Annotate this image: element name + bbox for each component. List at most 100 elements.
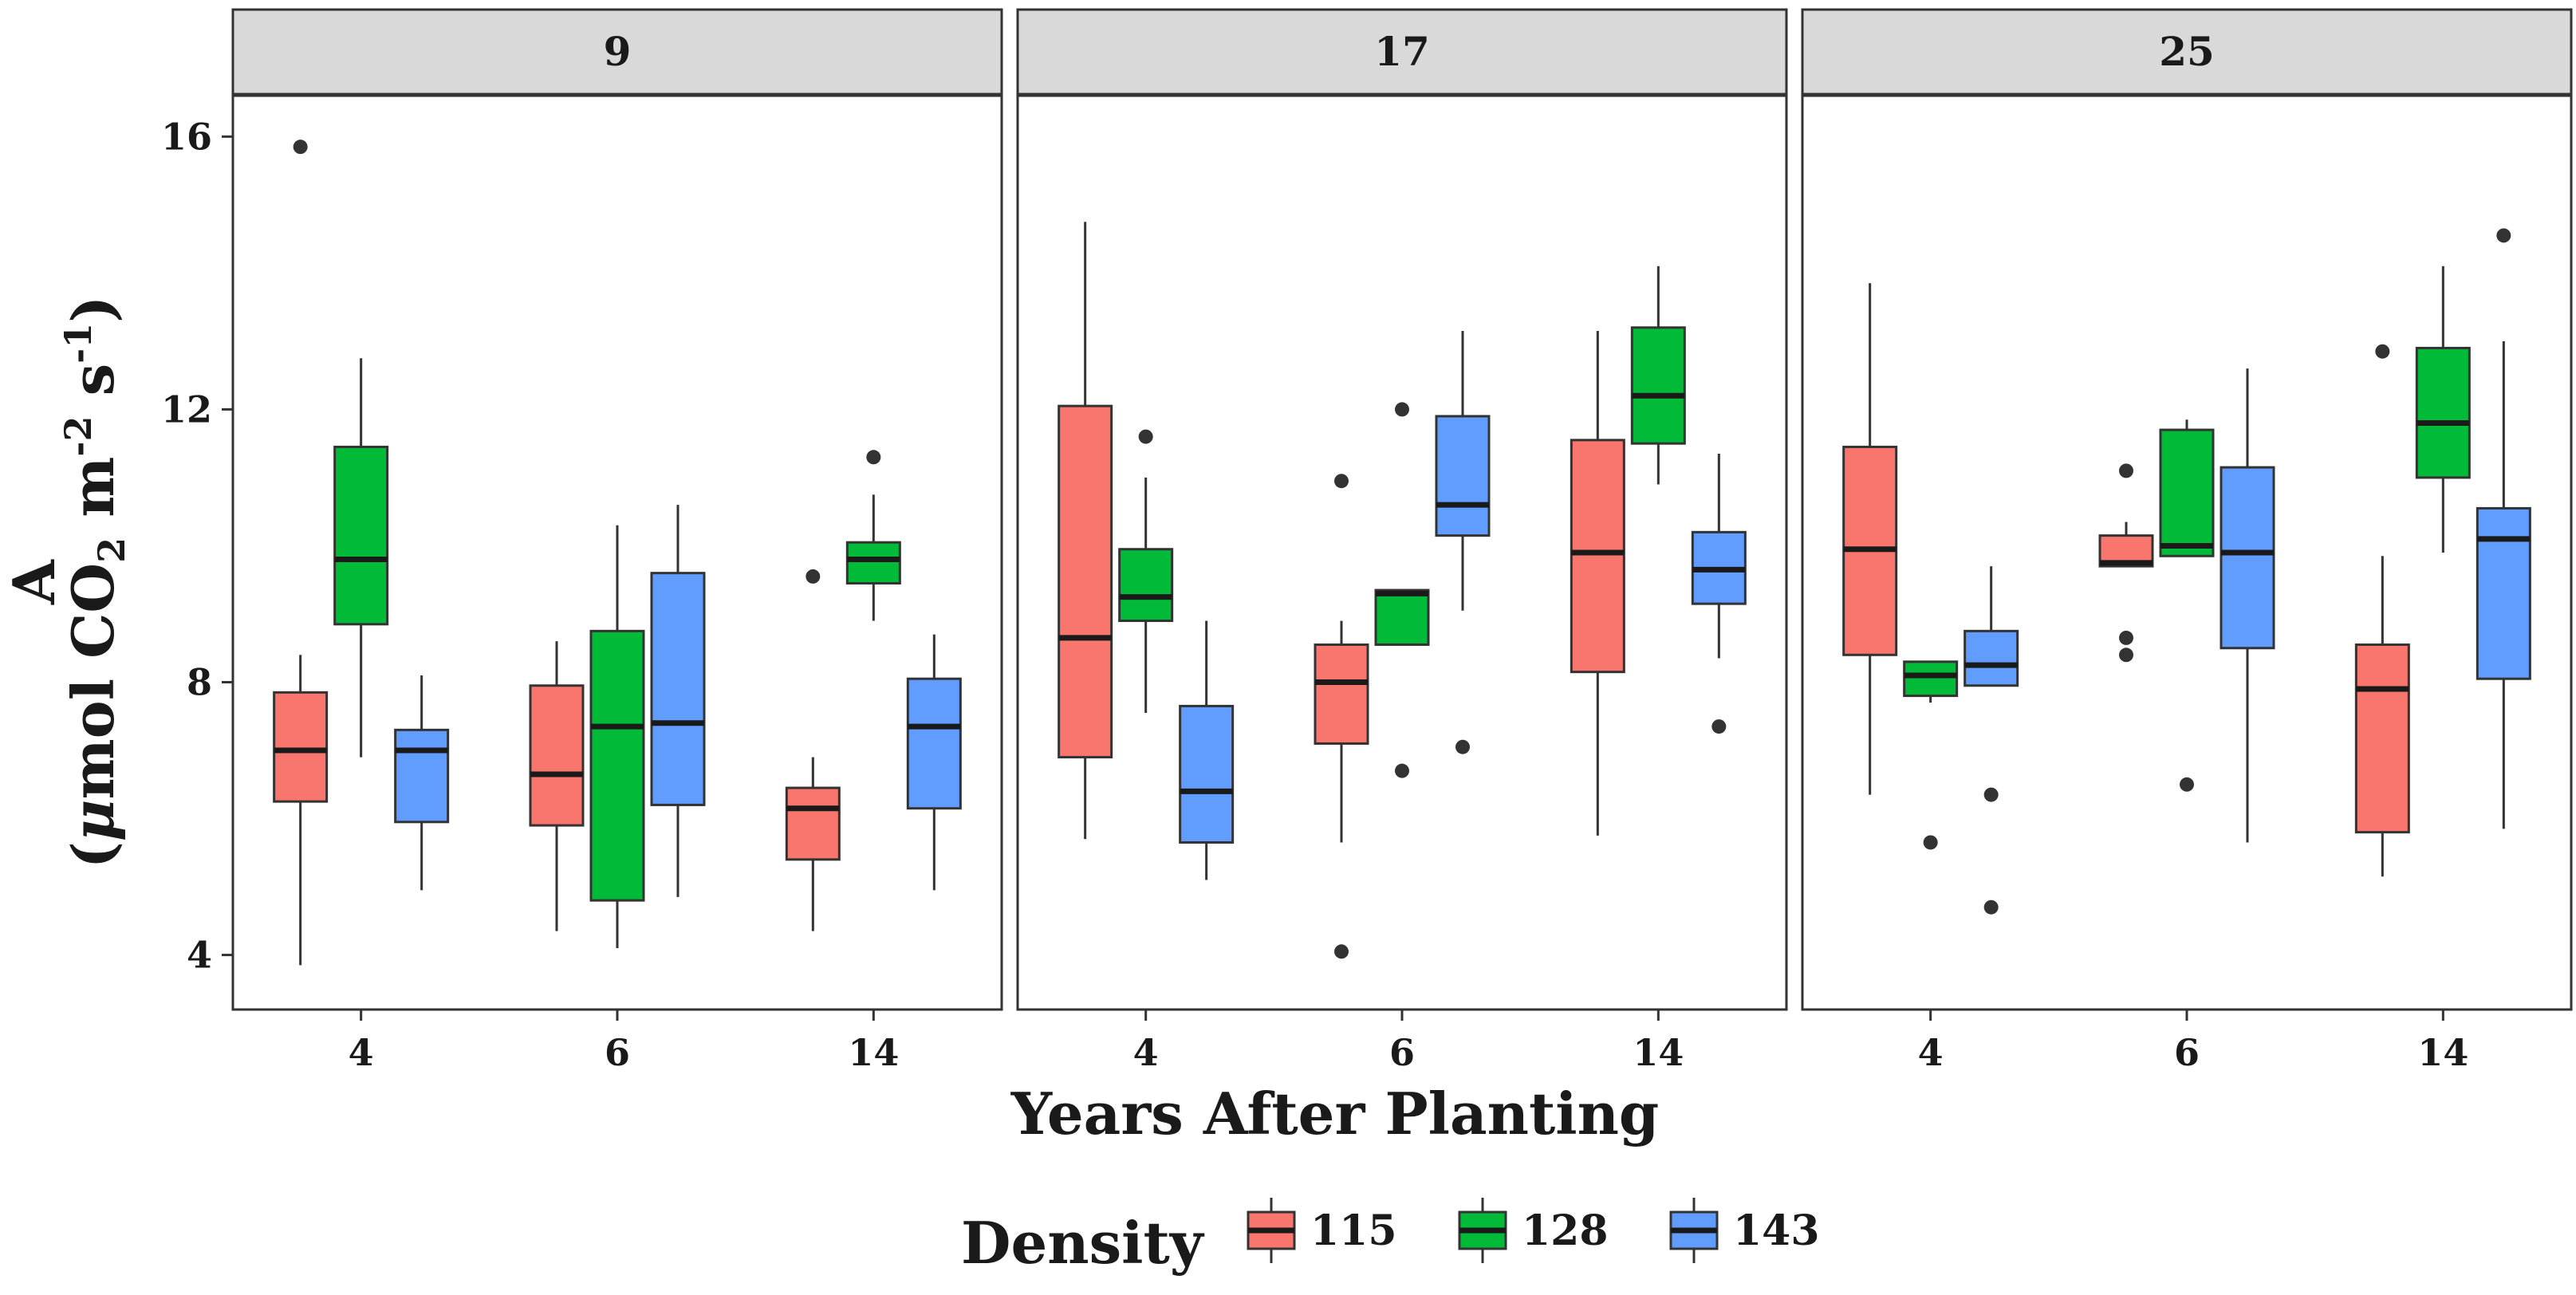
outlier-point (1138, 429, 1153, 444)
box-iqr (273, 691, 329, 803)
outlier-point (2119, 630, 2133, 645)
outlier-point (1983, 899, 1999, 915)
x-tick-label: 4 (1918, 1031, 1944, 1074)
legend-label: 115 (1310, 1206, 1397, 1255)
box-9-14-143 (906, 634, 962, 891)
box-25-14-143 (2476, 228, 2531, 829)
box-iqr (650, 572, 706, 806)
y-axis-title-line2: (μmol CO2 m-2 s-1) (57, 296, 133, 869)
outlier-point (1455, 739, 1470, 754)
box-iqr (589, 629, 645, 902)
facet-panel-17: 17 4 6 14 (1016, 8, 1788, 1074)
box-iqr (906, 677, 962, 810)
outlier-point (2375, 344, 2390, 359)
box-iqr (1964, 629, 2019, 687)
box-25-6-128 (2159, 419, 2215, 792)
legend-title: Density (961, 1209, 1205, 1277)
box-iqr (845, 541, 901, 585)
y-tick-label: 4 (187, 934, 212, 977)
y-tick-label: 8 (187, 660, 212, 703)
box-iqr (1374, 588, 1430, 646)
facet-panel-25: 25 4 6 14 (1801, 8, 2573, 1074)
box-iqr (1570, 439, 1625, 674)
y-axis-title-part: 2 (90, 537, 133, 563)
y-axis-title-part: ( (59, 841, 127, 868)
box-iqr (1903, 660, 1959, 698)
facet-strip (1801, 8, 2573, 96)
outlier-point (2496, 228, 2511, 243)
y-axis-title-part: -2 (57, 415, 100, 456)
box-9-6-128 (589, 525, 645, 949)
box-9-14-128 (845, 450, 901, 621)
box-iqr (2220, 466, 2275, 650)
box-iqr (2159, 428, 2215, 557)
box-iqr (394, 728, 450, 824)
box-iqr (1179, 704, 1235, 844)
box-9-4-128 (333, 358, 389, 758)
box-25-6-143 (2220, 368, 2275, 843)
x-axis-title: Years After Planting (1010, 1080, 1660, 1147)
box-17-14-128 (1630, 266, 1686, 485)
box-25-14-128 (2415, 266, 2471, 553)
outlier-point (2119, 463, 2133, 478)
outlier-point (805, 569, 821, 584)
box-iqr (785, 786, 841, 861)
y-axis-title-part: ) (59, 296, 127, 323)
box-9-14-115 (785, 569, 841, 931)
x-tick-label: 14 (2417, 1031, 2468, 1074)
y-axis-title-part: s (59, 364, 127, 416)
facet-strip (231, 8, 1003, 96)
box-iqr (529, 684, 585, 827)
box-17-6-115 (1314, 474, 1369, 959)
legend-entry-143: 143 (1669, 1198, 1820, 1263)
legend-entry-128: 128 (1458, 1198, 1609, 1263)
outlier-point (2119, 648, 2133, 663)
outlier-point (866, 450, 881, 465)
box-iqr (2415, 346, 2471, 479)
legend-label: 143 (1733, 1206, 1820, 1255)
outlier-point (293, 140, 308, 155)
y-axis-title-part: m (59, 457, 127, 537)
y-axis-title-line1: A (0, 559, 68, 605)
box-iqr (1058, 404, 1113, 759)
box-17-4-115 (1058, 222, 1113, 840)
outlier-point (1395, 402, 1409, 417)
outlier-point (1923, 835, 1938, 850)
legend-label: 128 (1522, 1206, 1609, 1255)
y-tick-label: 12 (161, 388, 212, 431)
box-iqr (2354, 643, 2410, 834)
facet-panels: 9 4 6 14 17 4 6 14 25 4 6 14 (231, 8, 2573, 1074)
facet-strip-label: 9 (604, 28, 632, 75)
y-axis-title-part: mol CO (59, 563, 127, 800)
facet-strip (1016, 8, 1788, 96)
box-17-6-143 (1435, 331, 1491, 754)
x-tick-label: 6 (605, 1031, 630, 1074)
x-tick-label: 6 (2174, 1031, 2200, 1074)
facet-strip-label: 25 (2159, 28, 2215, 75)
box-9-6-115 (529, 641, 585, 931)
outlier-point (1395, 763, 1409, 778)
y-axis-title-part: -1 (57, 323, 100, 364)
outlier-point (1983, 787, 1999, 802)
outlier-point (1334, 944, 1349, 959)
outlier-point (1711, 719, 1727, 734)
box-iqr (1118, 548, 1174, 623)
x-tick-label: 4 (1133, 1031, 1159, 1074)
box-17-4-128 (1118, 429, 1174, 713)
box-17-14-115 (1570, 331, 1625, 836)
y-axis-title-part: μ (59, 800, 127, 842)
legend: Density 115 128 143 (961, 1198, 1820, 1277)
box-iqr (1435, 415, 1491, 537)
box-25-6-115 (2098, 463, 2154, 663)
y-axis-title: A (μmol CO2 m-2 s-1) (0, 296, 133, 869)
x-tick-label: 14 (848, 1031, 899, 1074)
box-iqr (1630, 326, 1686, 445)
facet-strip-label: 17 (1374, 28, 1430, 75)
y-tick-label: 16 (161, 115, 212, 158)
box-9-4-115 (273, 140, 329, 966)
box-9-6-143 (650, 505, 706, 897)
x-tick-label: 14 (1633, 1031, 1684, 1074)
box-17-6-128 (1374, 402, 1430, 778)
box-iqr (2476, 506, 2531, 680)
